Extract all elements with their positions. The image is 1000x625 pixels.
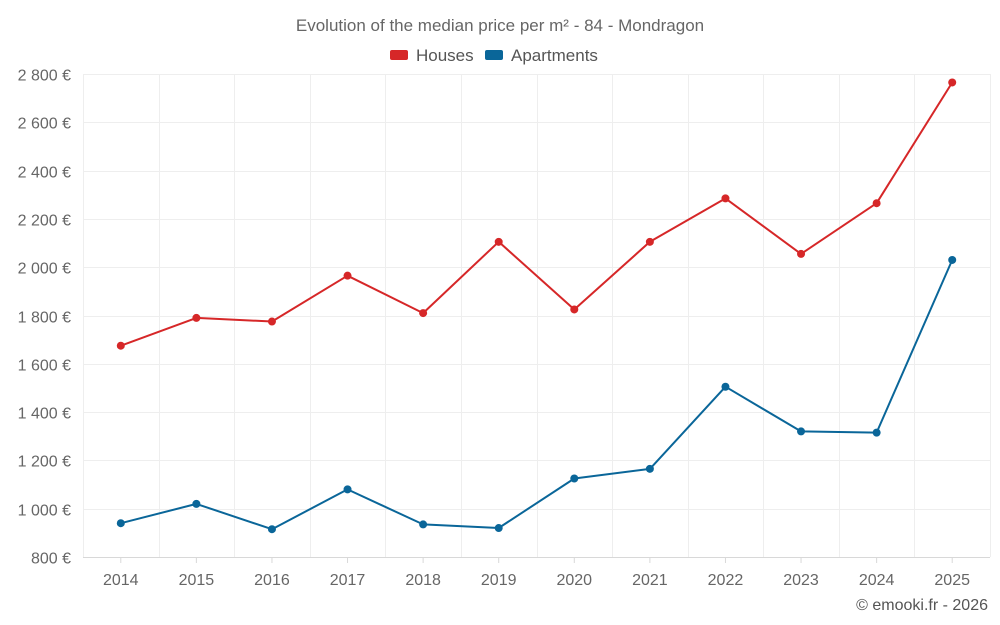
y-tick-label: 1 400 € bbox=[18, 406, 71, 423]
x-tick-label: 2020 bbox=[556, 572, 592, 589]
data-point-apartments bbox=[872, 428, 881, 437]
data-point-houses bbox=[872, 199, 881, 208]
data-point-houses bbox=[267, 317, 276, 326]
x-tick-label: 2019 bbox=[481, 572, 517, 589]
y-tick-label: 2 800 € bbox=[18, 68, 71, 85]
x-tick-label: 2018 bbox=[405, 572, 441, 589]
x-tick-label: 2025 bbox=[934, 572, 970, 589]
y-tick-label: 2 000 € bbox=[18, 261, 71, 278]
data-point-apartments bbox=[419, 520, 428, 529]
y-axis: 800 € 1 000 € 1 200 € 1 400 € 1 600 € 1 800 €… bbox=[18, 68, 71, 568]
data-point-houses bbox=[948, 78, 957, 87]
x-tick-label: 2022 bbox=[708, 572, 744, 589]
data-point-houses bbox=[192, 313, 201, 322]
x-axis: 2014 2015 2016 2017 2018 2019 2020 2021 2022 2023… bbox=[83, 557, 990, 589]
x-tick-label: 2016 bbox=[254, 572, 290, 589]
data-point-apartments bbox=[948, 255, 957, 264]
data-point-apartments bbox=[267, 525, 276, 534]
data-point-apartments bbox=[570, 474, 579, 483]
y-tick-label: 2 200 € bbox=[18, 213, 71, 230]
series-line-houses bbox=[120, 81, 954, 347]
legend-label-apartments: Apartments bbox=[511, 46, 598, 65]
data-point-houses bbox=[494, 237, 503, 246]
data-point-apartments bbox=[721, 382, 730, 391]
x-tick-label: 2023 bbox=[783, 572, 819, 589]
y-tick-label: 1 800 € bbox=[18, 310, 71, 327]
y-tick-label: 1 600 € bbox=[18, 358, 71, 375]
legend: Houses Apartments bbox=[390, 46, 598, 65]
data-point-apartments bbox=[797, 427, 806, 436]
legend-swatch-apartments bbox=[485, 50, 503, 60]
data-point-houses bbox=[419, 309, 428, 318]
series-group bbox=[116, 78, 957, 534]
grid bbox=[83, 74, 991, 557]
data-point-houses bbox=[797, 249, 806, 258]
data-point-apartments bbox=[645, 464, 654, 473]
data-point-apartments bbox=[192, 499, 201, 508]
data-point-apartments bbox=[494, 524, 503, 533]
y-tick-label: 1 000 € bbox=[18, 503, 71, 520]
data-point-houses bbox=[116, 341, 125, 350]
legend-swatch-houses bbox=[390, 50, 408, 60]
x-tick-label: 2017 bbox=[330, 572, 366, 589]
data-point-apartments bbox=[343, 485, 352, 494]
series-line-apartments bbox=[120, 259, 954, 531]
data-point-apartments bbox=[116, 519, 125, 528]
data-point-houses bbox=[721, 194, 730, 203]
y-tick-label: 1 200 € bbox=[18, 454, 71, 471]
y-tick-label: 2 400 € bbox=[18, 165, 71, 182]
chart-title: Evolution of the median price per m² - 8… bbox=[296, 16, 704, 35]
credit-text: © emooki.fr - 2026 bbox=[856, 597, 988, 614]
legend-label-houses: Houses bbox=[416, 46, 474, 65]
x-tick-label: 2021 bbox=[632, 572, 668, 589]
data-point-houses bbox=[645, 237, 654, 246]
x-tick-label: 2024 bbox=[859, 572, 895, 589]
data-point-houses bbox=[570, 305, 579, 314]
x-tick-label: 2015 bbox=[179, 572, 215, 589]
y-tick-label: 800 € bbox=[31, 551, 71, 568]
data-point-houses bbox=[343, 271, 352, 280]
x-tick-label: 2014 bbox=[103, 572, 139, 589]
y-tick-label: 2 600 € bbox=[18, 116, 71, 133]
